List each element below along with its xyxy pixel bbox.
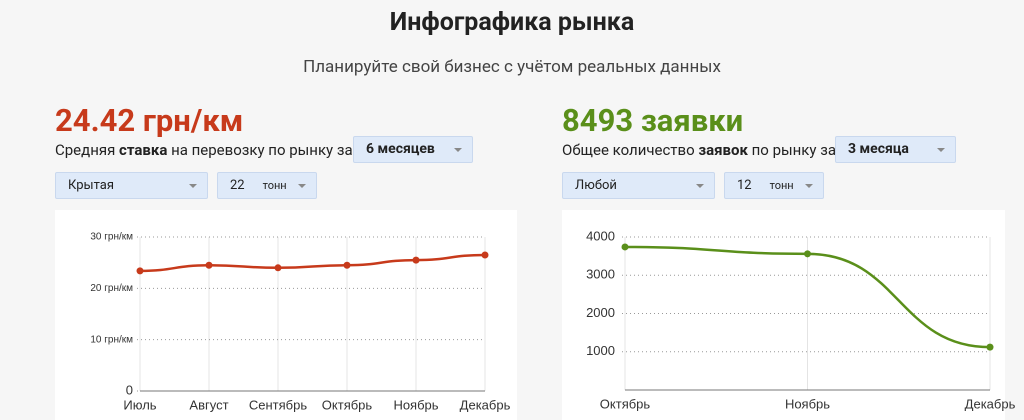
x-tick-label: Октябрь [600, 396, 651, 411]
page-title: Инфографика рынка [389, 8, 635, 37]
x-tick-label: Октябрь [322, 397, 373, 412]
chart-card [55, 210, 517, 420]
point [804, 250, 811, 258]
text: Средняя [55, 141, 116, 159]
description: Средняя ставка на перевозку по рынку за [55, 141, 353, 159]
point [621, 243, 629, 251]
y-tick-label: 20 грн/км [90, 283, 133, 294]
headline: 24.42 грн/км [55, 102, 244, 139]
point [205, 261, 213, 269]
point [412, 256, 420, 264]
y-tick-label: 0 [126, 382, 133, 397]
body-select[interactable]: Крытая [55, 172, 208, 199]
x-tick-label: Декабрь [965, 396, 1016, 411]
text: заявок [698, 141, 748, 159]
period-select[interactable]: 3 месяца [835, 136, 956, 163]
headline: 8493 заявки [562, 102, 744, 139]
x-tick-label: Июль [123, 397, 156, 412]
text: тонн [769, 179, 794, 192]
weight-select[interactable]: 12 тонн [724, 172, 824, 199]
y-tick-label: 1000 [586, 343, 615, 358]
y-tick-label: 10 грн/км [90, 334, 133, 345]
weight-select[interactable]: 22 тонн [217, 172, 317, 199]
point [481, 251, 489, 259]
x-tick-label: Сентябрь [249, 397, 307, 412]
x-tick-label: Декабрь [460, 397, 511, 412]
point [986, 343, 994, 351]
x-tick-label: Ноябрь [393, 397, 438, 412]
line [139, 253, 486, 273]
chart-card [562, 210, 1005, 420]
x-tick-label: Август [189, 397, 228, 412]
y-tick-label: 4000 [586, 228, 615, 243]
period-select[interactable]: 6 месяцев [353, 136, 473, 163]
y-tick-label: 30 грн/км [90, 232, 133, 243]
text: ставка [119, 141, 168, 159]
x-tick-label: Ноябрь [785, 396, 830, 411]
text: Общее количество [562, 141, 695, 159]
line [624, 245, 991, 349]
body-select[interactable]: Любой [562, 172, 715, 199]
text: по рынку за [751, 141, 836, 159]
y-tick-label: 2000 [586, 305, 615, 320]
point [136, 267, 144, 275]
description: Общее количество заявок по рынку за [562, 141, 836, 159]
text: тонн [262, 179, 287, 192]
y-tick-label: 3000 [586, 267, 615, 282]
text: на перевозку по рынку за [171, 141, 353, 159]
point [343, 261, 351, 269]
text: 12 [737, 178, 752, 193]
point [274, 264, 282, 272]
subtitle: Планируйте свой бизнес с учётом реальных… [303, 57, 721, 77]
text: 22 [230, 178, 245, 193]
